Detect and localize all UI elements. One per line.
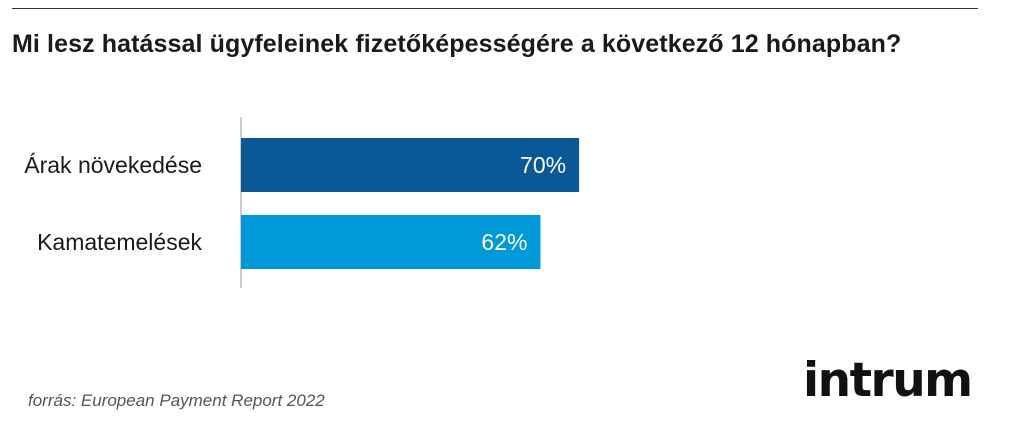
- top-rule: [12, 8, 978, 9]
- category-label-arak-novekedese: Árak növekedése: [24, 152, 202, 178]
- source-note: forrás: European Payment Report 2022: [28, 391, 325, 410]
- value-label-kamatemelesek: 62%: [481, 229, 527, 255]
- chart-title: Mi lesz hatással ügyfeleinek fizetőképes…: [12, 30, 902, 58]
- intrum-logo: intrum: [803, 353, 973, 408]
- category-label-kamatemelesek: Kamatemelések: [37, 229, 202, 255]
- value-label-arak-novekedese: 70%: [520, 152, 566, 178]
- bar-kamatemelesek: [241, 215, 541, 269]
- bar-arak-novekedese: [241, 138, 580, 192]
